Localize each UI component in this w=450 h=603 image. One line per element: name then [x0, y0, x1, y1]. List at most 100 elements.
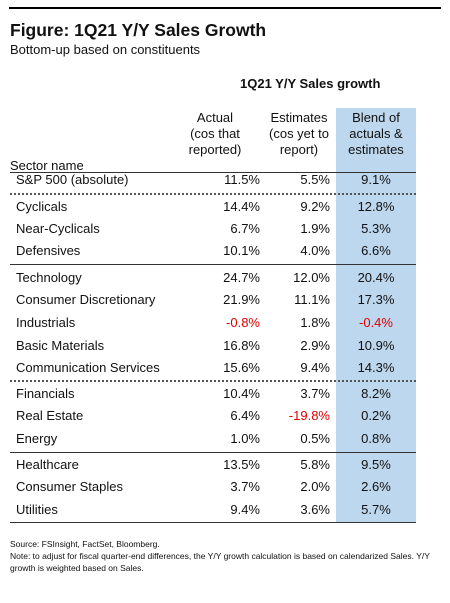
estimate-value: 2.9%: [300, 338, 330, 353]
estimates-column-header: Estimates (cos yet to report): [262, 110, 336, 158]
sector-name: Real Estate: [16, 408, 84, 423]
blend-column-highlight: [336, 108, 416, 522]
sector-name: Industrials: [16, 315, 76, 330]
actual-value: -0.8%: [226, 315, 260, 330]
actual-value: 9.4%: [230, 502, 260, 517]
blend-value: 17.3%: [357, 292, 395, 307]
header-divider: [10, 172, 416, 173]
sector-name: Near-Cyclicals: [16, 221, 100, 236]
section-divider: [10, 452, 416, 453]
sector-name: Energy: [16, 431, 58, 446]
table-row: Healthcare 13.5% 5.8% 9.5%: [10, 455, 416, 475]
sector-name: Basic Materials: [16, 338, 105, 353]
table-row: Consumer Discretionary 21.9% 11.1% 17.3%: [10, 290, 416, 310]
blend-value: 5.3%: [361, 221, 391, 236]
table-row: Industrials -0.8% 1.8% -0.4%: [10, 313, 416, 333]
sector-name: Consumer Discretionary: [16, 292, 156, 307]
sector-name: Technology: [16, 270, 82, 285]
table-row: Near-Cyclicals 6.7% 1.9% 5.3%: [10, 219, 416, 239]
table-row: Defensives 10.1% 4.0% 6.6%: [10, 241, 416, 261]
actual-value: 24.7%: [223, 270, 260, 285]
estimate-value: 5.8%: [300, 457, 330, 472]
blend-value: 9.1%: [361, 172, 391, 187]
actual-value: 16.8%: [223, 338, 260, 353]
row-divider: [10, 193, 416, 195]
blend-value: -0.4%: [359, 315, 393, 330]
sector-name: S&P 500 (absolute): [16, 172, 129, 187]
estimates-header-line: Estimates: [270, 110, 328, 125]
group-header: 1Q21 Y/Y Sales growth: [240, 76, 381, 91]
sector-name: Defensives: [16, 243, 81, 258]
sector-name: Consumer Staples: [16, 479, 123, 494]
actual-column-header: Actual (cos that reported): [180, 110, 250, 158]
figure-title: Figure: 1Q21 Y/Y Sales Growth: [10, 20, 267, 40]
estimate-value: 9.4%: [300, 360, 330, 375]
estimate-value: 3.7%: [300, 386, 330, 401]
table-row: Cyclicals 14.4% 9.2% 12.8%: [10, 197, 416, 217]
blend-value: 0.8%: [361, 431, 391, 446]
table-row: Communication Services 15.6% 9.4% 14.3%: [10, 358, 416, 378]
row-divider: [10, 380, 416, 382]
table-row: Energy 1.0% 0.5% 0.8%: [10, 429, 416, 449]
actual-value: 13.5%: [223, 457, 260, 472]
estimate-value: -19.8%: [288, 408, 330, 423]
table-row: Technology 24.7% 12.0% 20.4%: [10, 268, 416, 288]
blend-value: 10.9%: [357, 338, 395, 353]
blend-header-line: Blend of: [352, 110, 400, 125]
table-row: Basic Materials 16.8% 2.9% 10.9%: [10, 336, 416, 356]
figure-subtitle: Bottom-up based on constituents: [10, 42, 201, 57]
actual-value: 21.9%: [223, 292, 260, 307]
blend-value: 2.6%: [361, 479, 391, 494]
actual-value: 10.1%: [223, 243, 260, 258]
table-bottom-rule: [10, 522, 416, 523]
blend-header-line: actuals &: [349, 126, 403, 141]
blend-value: 0.2%: [361, 408, 391, 423]
table-row: Real Estate 6.4% -19.8% 0.2%: [10, 406, 416, 426]
estimate-value: 3.6%: [300, 502, 330, 517]
actual-value: 1.0%: [230, 431, 260, 446]
blend-value: 9.5%: [361, 457, 391, 472]
estimates-header-line: (cos yet to: [269, 126, 329, 141]
actual-value: 10.4%: [223, 386, 260, 401]
estimate-value: 1.9%: [300, 221, 330, 236]
estimate-value: 5.5%: [300, 172, 330, 187]
top-rule: [9, 7, 441, 9]
footnote: Note: to adjust for fiscal quarter-end d…: [10, 551, 430, 573]
table-row: S&P 500 (absolute) 11.5% 5.5% 9.1%: [10, 170, 416, 190]
actual-value: 6.4%: [230, 408, 260, 423]
estimate-value: 2.0%: [300, 479, 330, 494]
sector-column-header: Sector name: [10, 158, 84, 173]
actual-value: 6.7%: [230, 221, 260, 236]
section-divider: [10, 264, 416, 265]
estimate-value: 9.2%: [300, 199, 330, 214]
table-row: Consumer Staples 3.7% 2.0% 2.6%: [10, 477, 416, 497]
actual-value: 15.6%: [223, 360, 260, 375]
estimate-value: 0.5%: [300, 431, 330, 446]
actual-header-line: reported): [188, 142, 242, 157]
sector-name: Healthcare: [16, 457, 79, 472]
blend-value: 8.2%: [361, 386, 391, 401]
blend-value: 20.4%: [357, 270, 395, 285]
actual-value: 14.4%: [223, 199, 260, 214]
sector-name: Financials: [16, 386, 75, 401]
sector-name: Communication Services: [16, 360, 160, 375]
blend-value: 6.6%: [361, 243, 391, 258]
actual-header-line: (cos that: [190, 126, 240, 141]
estimate-value: 4.0%: [300, 243, 330, 258]
actual-header-line: Actual: [196, 110, 234, 125]
blend-value: 14.3%: [357, 360, 395, 375]
table-row: Financials 10.4% 3.7% 8.2%: [10, 384, 416, 404]
estimate-value: 12.0%: [293, 270, 330, 285]
sector-name: Utilities: [16, 502, 58, 517]
actual-value: 11.5%: [224, 172, 260, 187]
actual-value: 3.7%: [230, 479, 260, 494]
estimates-header-line: report): [279, 142, 319, 157]
blend-column-header: Blend of actuals & estimates: [336, 110, 416, 158]
estimate-value: 1.8%: [300, 315, 330, 330]
source-note: Source: FSInsight, FactSet, Bloomberg.: [10, 539, 160, 549]
sector-name: Cyclicals: [16, 199, 68, 214]
blend-value: 12.8%: [357, 199, 395, 214]
estimate-value: 11.1%: [294, 292, 330, 307]
blend-value: 5.7%: [361, 502, 391, 517]
blend-header-line: estimates: [348, 142, 404, 157]
